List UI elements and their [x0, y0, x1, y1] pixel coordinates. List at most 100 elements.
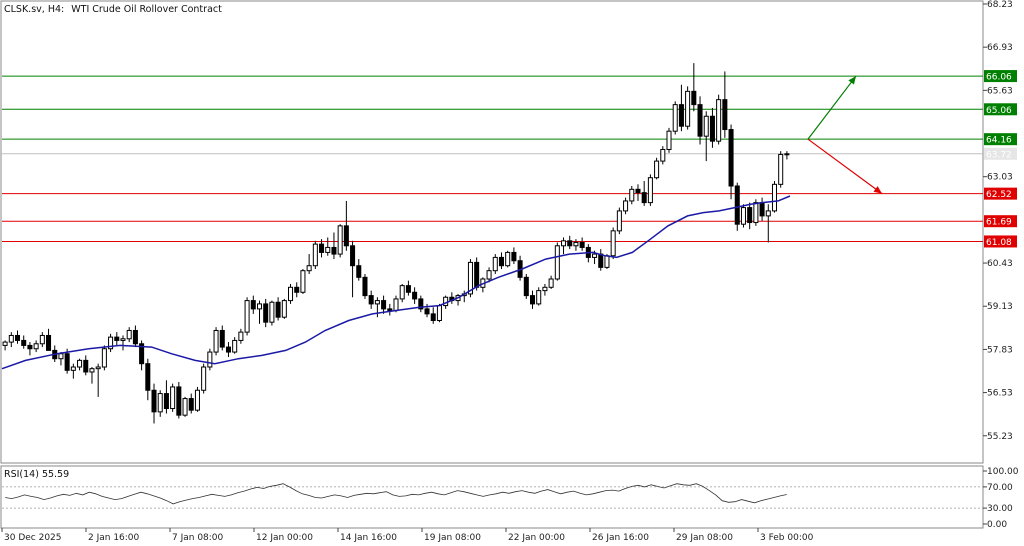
time-axis: 30 Dec 2025 2 Jan 16:00 7 Jan 08:00 12 Jan … [1, 528, 814, 543]
scenario-arrow-down [807, 138, 883, 195]
candle-bullish [288, 286, 294, 302]
candle-bearish [319, 243, 325, 253]
candle-bearish [46, 334, 52, 351]
candle-bullish [95, 366, 101, 370]
candle-bullish [505, 251, 511, 267]
candle-bullish [58, 353, 64, 360]
candle-bullish [300, 270, 306, 293]
candle-bullish [89, 368, 95, 373]
candle-bullish [666, 130, 672, 150]
candle-bullish [207, 351, 213, 368]
candle-bullish [623, 200, 629, 212]
candle-bearish [734, 185, 740, 225]
candle-bullish [312, 243, 318, 267]
candle-bearish [176, 386, 182, 416]
support-level-label-bg [984, 187, 1017, 200]
candle-bullish [765, 210, 771, 217]
candle-bullish [39, 334, 45, 345]
candle-bearish [523, 276, 529, 297]
support-level-label: 62.52 [986, 190, 1012, 200]
candle-bullish [740, 207, 746, 225]
candle-bullish [101, 348, 107, 368]
candle-bullish [685, 90, 691, 127]
price-axis: 68.23 66.93 65.63 63.03 60.43 59.13 57.83 56.53… [983, 0, 1013, 442]
support-level-label-bg [984, 235, 1017, 248]
candle-bullish [753, 202, 759, 224]
candle-bearish [219, 329, 225, 348]
candle-bearish [294, 286, 300, 293]
price-panel [0, 0, 984, 464]
candle-bullish [629, 188, 635, 202]
candle-bullish [554, 245, 560, 280]
candle-bullish [325, 246, 331, 253]
price-tick-label: 60.43 [987, 259, 1013, 269]
candle-bearish [275, 301, 281, 318]
candle-bearish [598, 253, 604, 268]
candle-bearish [83, 359, 89, 373]
candle-bearish [529, 295, 536, 305]
chart-title: CLSK.sv, H4: WTI Crude Oil Rollover Cont… [4, 4, 222, 15]
candle-bullish [703, 115, 709, 137]
candle-bullish [542, 286, 548, 292]
candle-bullish [604, 255, 610, 268]
candle-bearish [362, 276, 368, 297]
candle-bearish [747, 207, 753, 224]
candle-bearish [151, 389, 157, 413]
candle-bullish [778, 153, 784, 185]
candle-bearish [567, 240, 573, 247]
time-tick-label: 29 Jan 08:00 [676, 533, 733, 543]
candle-bullish [548, 278, 554, 288]
price-tick-label: 57.83 [987, 345, 1013, 355]
candle-bullish [33, 343, 39, 350]
resistance-level-label-bg [984, 133, 1017, 146]
candle-bullish [592, 253, 598, 258]
candle-bearish [250, 300, 256, 310]
candle-bearish [579, 241, 585, 248]
candle-bullish [269, 301, 275, 323]
price-tick-label: 59.13 [987, 302, 1013, 312]
support-level-label: 61.08 [986, 238, 1012, 248]
candle-bullish [201, 366, 207, 391]
rsi-tick-label: 30.00 [987, 504, 1013, 514]
candle-bearish [709, 115, 715, 142]
candle-bullish [610, 230, 616, 257]
moving-average-line [1, 195, 791, 370]
horizontal-levels [2, 75, 983, 242]
candle-bullish [492, 256, 498, 272]
candle-bearish [697, 104, 703, 137]
candle-bearish [356, 265, 362, 278]
candle-bullish [337, 225, 343, 255]
candle-bearish [635, 188, 641, 194]
rsi-tick-label: 0.00 [987, 520, 1007, 530]
candle-bearish [430, 313, 436, 322]
candle-bearish [114, 336, 120, 341]
candle-bullish [654, 160, 660, 179]
candle-bearish [759, 202, 765, 217]
rsi-indicator [2, 483, 983, 509]
level-price-labels: 66.06 65.06 64.16 62.52 61.69 61.08 63.72 [984, 70, 1017, 248]
time-tick-label: 26 Jan 16:00 [592, 533, 649, 543]
candle-bullish [467, 261, 473, 295]
candle-bearish [722, 99, 728, 131]
candle-bullish [126, 329, 132, 340]
rsi-label: RSI(14) 55.59 [4, 469, 69, 480]
time-tick-label: 14 Jan 16:00 [340, 533, 397, 543]
candle-bearish [678, 104, 684, 127]
candle-bullish [436, 305, 442, 322]
rsi-panel [0, 465, 984, 529]
candle-bearish [381, 300, 387, 310]
candle-bullish [194, 389, 200, 411]
scenario-arrowhead-up [848, 76, 856, 85]
resistance-level-label: 65.06 [986, 106, 1012, 116]
resistance-level-label: 66.06 [986, 73, 1012, 83]
candle-bullish [281, 300, 287, 318]
candle-bullish [660, 148, 666, 162]
candle-bullish [306, 265, 312, 272]
candle-bullish [108, 336, 114, 350]
rsi-line [5, 483, 787, 505]
candle-bullish [77, 359, 83, 368]
resistance-level-label-bg [984, 103, 1017, 116]
candle-bullish [716, 99, 722, 142]
rsi-axis: 100.00 70.00 30.00 0.00 [983, 467, 1019, 530]
